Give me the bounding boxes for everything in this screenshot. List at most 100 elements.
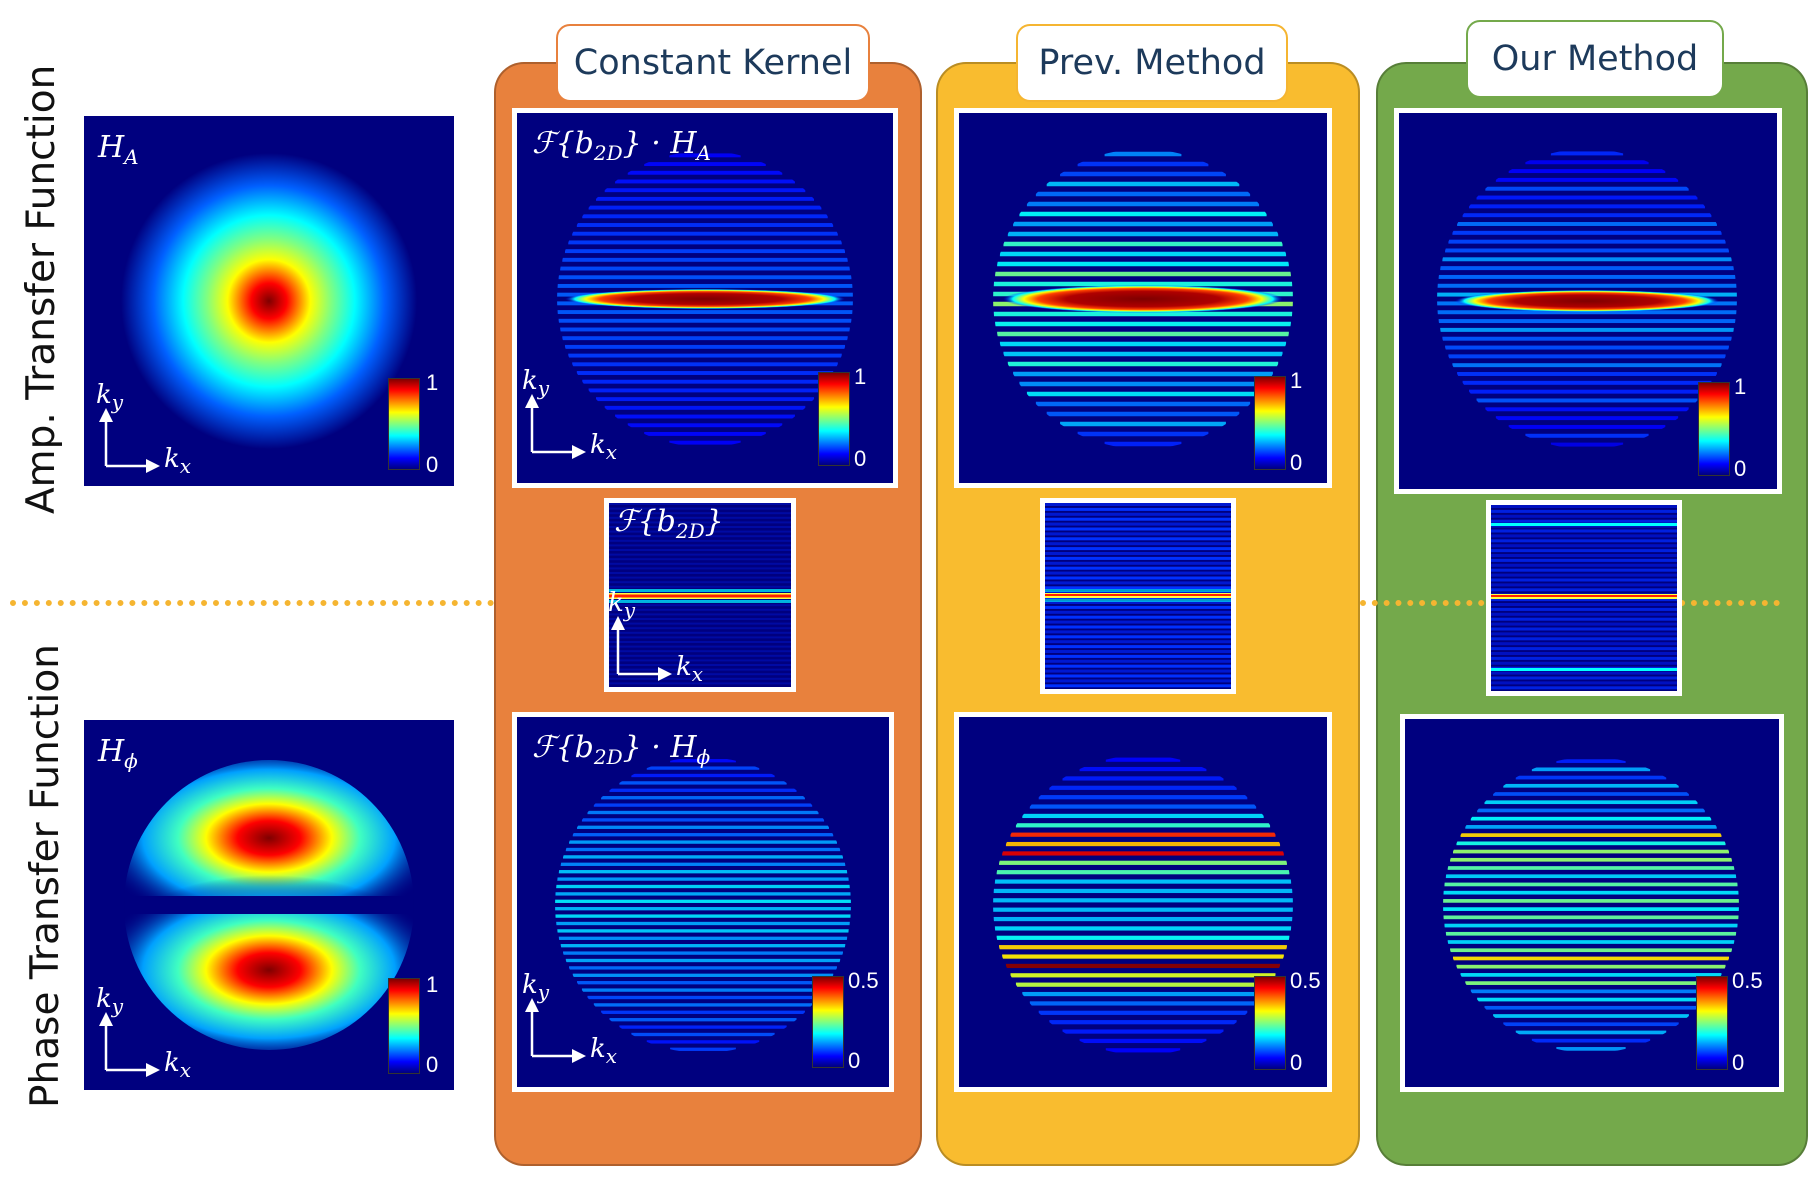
stripe bbox=[564, 249, 846, 254]
center-band bbox=[1455, 290, 1719, 312]
stripe bbox=[1445, 345, 1729, 350]
stripe bbox=[1046, 411, 1240, 417]
stripe bbox=[604, 188, 806, 193]
stripe bbox=[999, 945, 1287, 950]
stripe bbox=[563, 855, 843, 859]
stripe bbox=[568, 240, 842, 245]
stripe bbox=[1022, 813, 1264, 819]
stripe bbox=[646, 1040, 760, 1044]
stripe bbox=[596, 397, 814, 402]
stripe bbox=[1452, 956, 1730, 961]
stripe bbox=[1495, 177, 1679, 182]
stripe bbox=[1493, 1014, 1689, 1018]
stripe bbox=[1450, 948, 1732, 953]
stripe bbox=[1019, 211, 1267, 217]
stripe bbox=[1077, 161, 1209, 167]
stripe bbox=[1026, 391, 1260, 397]
axis-kx-label: kx bbox=[164, 444, 192, 479]
stripe bbox=[1495, 416, 1679, 421]
stripe bbox=[1452, 230, 1722, 235]
axis-kx-label: kx bbox=[590, 1034, 618, 1069]
stripe bbox=[1515, 775, 1667, 780]
panel-prev-kernel bbox=[1040, 498, 1236, 694]
stripe bbox=[601, 796, 805, 800]
stripe bbox=[1019, 381, 1267, 387]
stripe bbox=[1457, 222, 1717, 226]
stripe bbox=[619, 781, 787, 785]
panel-ours-kernel bbox=[1486, 500, 1682, 696]
stripe bbox=[1060, 421, 1226, 427]
colorbar-max-label: 1 bbox=[426, 972, 439, 997]
stripe bbox=[577, 981, 829, 985]
stripe bbox=[993, 907, 1293, 912]
column-title-constant-kernel: Constant Kernel bbox=[556, 24, 870, 102]
stripe bbox=[1010, 832, 1276, 837]
stripe bbox=[587, 810, 819, 815]
stripe bbox=[1531, 767, 1651, 772]
stripe bbox=[555, 914, 851, 918]
stripe bbox=[557, 929, 849, 933]
stripe bbox=[996, 870, 1290, 875]
stripe bbox=[1015, 982, 1271, 987]
stripe bbox=[994, 926, 1292, 931]
axis-ky-label: ky bbox=[608, 588, 636, 623]
colorbar bbox=[818, 372, 850, 466]
stripe bbox=[1477, 808, 1705, 813]
stripe bbox=[1448, 239, 1726, 244]
colorbar-max-label: 0.5 bbox=[1732, 968, 1763, 993]
panel-constant-amp: ℱ{b2D} · HA ky kx 1 0 bbox=[512, 108, 898, 488]
stripe bbox=[1049, 785, 1237, 790]
stripe bbox=[1038, 795, 1248, 800]
axis-ky-label: ky bbox=[522, 366, 550, 401]
stripe bbox=[1484, 1005, 1698, 1010]
colorbar-min-label: 0 bbox=[1290, 1050, 1303, 1075]
colorbar-min-label: 0 bbox=[1734, 456, 1747, 481]
panel-constant-phase: ℱ{b2D} · Hϕ ky kx 0.5 0 bbox=[512, 712, 894, 1092]
stripe bbox=[999, 251, 1287, 257]
stripe bbox=[1443, 899, 1739, 903]
stripe bbox=[1462, 213, 1712, 218]
stripe bbox=[558, 870, 848, 874]
stripe bbox=[646, 766, 760, 770]
stripe bbox=[560, 862, 846, 866]
stripe bbox=[1003, 351, 1283, 357]
stripe bbox=[993, 888, 1293, 894]
stripe bbox=[555, 899, 851, 903]
colorbar-min-label: 0 bbox=[1290, 450, 1303, 475]
stripe bbox=[1456, 841, 1726, 846]
stripe bbox=[1077, 431, 1209, 437]
stripe bbox=[569, 840, 837, 844]
stripe bbox=[572, 362, 838, 367]
stripe bbox=[1010, 973, 1276, 978]
stripe bbox=[1013, 221, 1273, 227]
colorbar-min-label: 0 bbox=[848, 1048, 861, 1073]
stripe bbox=[558, 936, 848, 940]
stripe bbox=[1438, 274, 1736, 279]
stripe bbox=[1437, 283, 1737, 288]
stripe bbox=[576, 223, 834, 227]
colorbar bbox=[1254, 976, 1286, 1070]
colorbar-min-label: 0 bbox=[854, 446, 867, 471]
colorbar-max-label: 0.5 bbox=[1290, 968, 1321, 993]
stripe bbox=[557, 310, 853, 315]
stripe bbox=[1452, 849, 1730, 854]
axis-kx-label: kx bbox=[676, 652, 704, 687]
stripe bbox=[1445, 248, 1729, 253]
stripe bbox=[1525, 433, 1649, 438]
stripe bbox=[993, 281, 1293, 287]
axis-ky-label: ky bbox=[96, 984, 124, 1019]
stripe bbox=[1445, 931, 1737, 936]
stripe bbox=[1442, 257, 1732, 262]
stripe bbox=[1444, 882, 1738, 887]
stripe bbox=[1438, 319, 1736, 324]
stripe bbox=[604, 405, 806, 410]
axes-icon: ky kx bbox=[96, 380, 226, 479]
stripe bbox=[1550, 442, 1624, 447]
stripe bbox=[1062, 1029, 1224, 1034]
stripe bbox=[558, 275, 852, 280]
axis-kx-label: kx bbox=[164, 1048, 192, 1083]
axes-icon: ky kx bbox=[96, 984, 226, 1083]
stripe bbox=[1060, 171, 1226, 177]
axes-icon: ky kx bbox=[522, 366, 652, 464]
stripe bbox=[1465, 981, 1717, 985]
